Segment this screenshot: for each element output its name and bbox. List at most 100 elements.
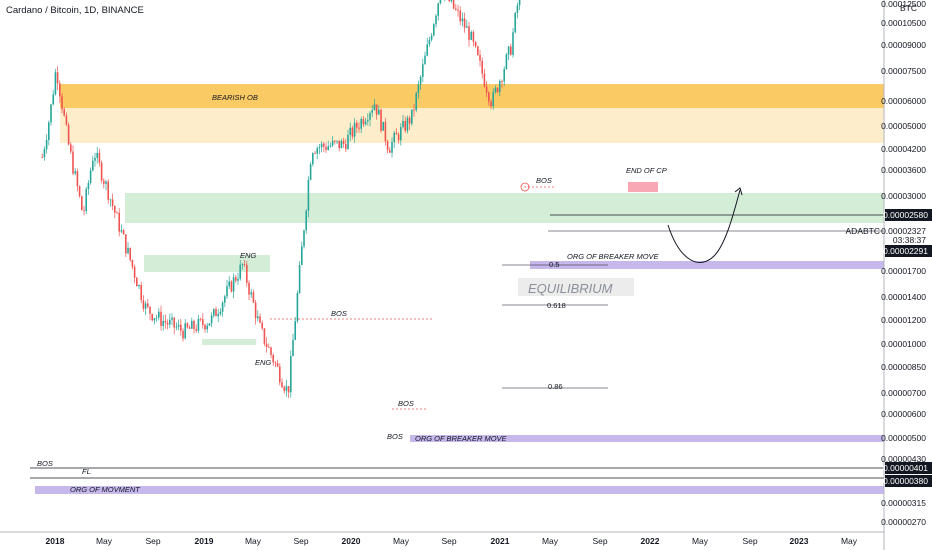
candle-body [406, 117, 409, 131]
candle-body [417, 84, 420, 94]
candle-body [248, 282, 250, 295]
candle-body [270, 347, 272, 355]
candle-body [283, 387, 286, 391]
candle-body [127, 247, 129, 254]
candle-body [136, 277, 138, 287]
candle-body [338, 140, 341, 149]
candle-body [450, 0, 453, 2]
candle-body [342, 140, 345, 144]
candle-body [61, 96, 63, 110]
candle-body [287, 386, 290, 393]
candle-body [125, 234, 127, 254]
candle-body [138, 284, 140, 287]
candle-body [131, 259, 134, 267]
candle-body [331, 140, 334, 146]
candle-body [261, 322, 264, 329]
candle-body [375, 104, 378, 115]
candle-body [364, 121, 367, 125]
candle-body [362, 118, 365, 125]
candle-body [197, 318, 200, 331]
breaker-move-label-top: ORG OF BREAKER MOVE [567, 252, 660, 261]
movement-label: ORG OF MOVMENT [70, 485, 141, 494]
candle-body [329, 145, 332, 147]
candle-body [50, 104, 52, 123]
candle-body [67, 124, 70, 145]
candle-body [202, 319, 204, 325]
candle-body [133, 266, 136, 278]
candle-body [345, 143, 347, 150]
bearish-ob-zone [60, 84, 884, 108]
candle-body [191, 320, 193, 329]
candle-body [250, 292, 253, 295]
candle-body [204, 324, 206, 330]
candle-body [213, 309, 215, 316]
candle-body [481, 60, 484, 74]
candle-body [41, 157, 44, 158]
candle-body [215, 309, 217, 317]
candle-body [140, 284, 143, 301]
y-tick-label: 0.00000700 [881, 388, 926, 398]
x-tick-label: 2022 [641, 536, 660, 546]
candle-body [184, 323, 187, 339]
x-tick-label: Sep [293, 536, 308, 546]
candle-body [411, 109, 413, 124]
y-tick-label: 0.00012500 [881, 0, 926, 9]
candle-body [149, 306, 151, 315]
currency-label: BTC [900, 3, 917, 13]
candle-body [507, 46, 510, 55]
x-tick-label: Sep [592, 536, 607, 546]
candle-body [303, 230, 305, 247]
candle-body [380, 109, 382, 131]
candle-body [129, 247, 132, 260]
candle-body [360, 118, 363, 129]
x-tick-label: May [542, 536, 559, 546]
candle-body [424, 55, 426, 65]
y-tick-label: 0.00000430 [881, 454, 926, 464]
candle-body [160, 311, 162, 327]
y-tick-label: 0.00000270 [881, 517, 926, 527]
candle-body [186, 323, 189, 328]
candle-body [463, 18, 466, 28]
candle-body [494, 87, 497, 93]
candle-body [118, 212, 121, 232]
candle-body [87, 183, 90, 190]
purple-zone-movement [35, 486, 884, 494]
y-tick-label: 0.00005000 [881, 121, 926, 131]
candle-body [369, 112, 371, 120]
candle-body [63, 109, 66, 116]
candle-body [268, 346, 270, 348]
candle-body [309, 164, 312, 180]
candle-body [252, 292, 255, 303]
candle-body [151, 314, 154, 321]
candle-body [327, 146, 330, 150]
y-tick-label: 0.00003000 [881, 191, 926, 201]
candle-body [340, 140, 343, 149]
price-tag-label: 03:38:37 [893, 235, 926, 245]
price-tag-label: 0.00002291 [883, 246, 928, 256]
candle-body [52, 94, 55, 105]
x-tick-label: May [393, 536, 410, 546]
y-tick-label: 0.00000600 [881, 409, 926, 419]
candle-body [466, 26, 468, 28]
candle-body [393, 132, 396, 142]
green-zone-eng [144, 255, 270, 272]
candle-body [221, 302, 224, 312]
x-tick-label: May [96, 536, 113, 546]
candle-body [301, 246, 303, 266]
candle-body [395, 132, 398, 135]
candle-body [281, 382, 283, 388]
ob-extension-zone [60, 108, 884, 143]
candle-body [94, 157, 96, 161]
candle-body [459, 10, 462, 22]
candle-body [103, 180, 105, 184]
candle-body [257, 316, 259, 319]
price-tag-label: 0.00000401 [883, 463, 928, 473]
candle-body [206, 325, 209, 330]
candle-body [334, 140, 336, 142]
candle-body [312, 153, 314, 165]
candle-body [510, 46, 512, 55]
candle-body [246, 264, 248, 283]
candle-body [228, 281, 231, 287]
candle-body [276, 363, 279, 367]
